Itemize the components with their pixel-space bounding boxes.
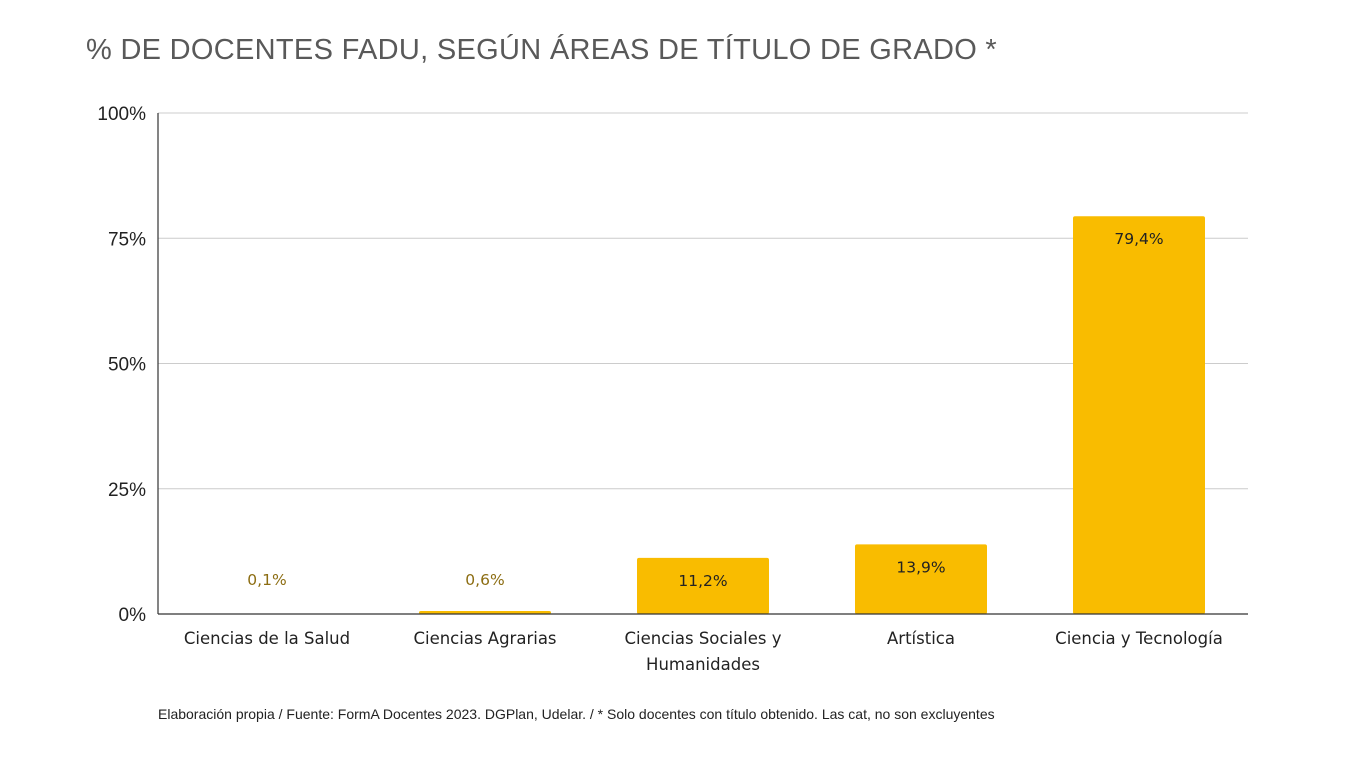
data-label-2: 11,2%: [678, 572, 727, 590]
x-axis-category-labels: Ciencias de la Salud Ciencias Agrarias Cie…: [184, 629, 1223, 674]
source-footnote: Elaboración propia / Fuente: FormA Docen…: [158, 706, 995, 722]
y-tick-label-50: 50%: [108, 355, 146, 376]
y-tick-label-75: 75%: [108, 229, 146, 250]
axes: [157, 113, 1248, 615]
chart-title: % DE DOCENTES FADU, SEGÚN ÁREAS DE TÍTUL…: [86, 34, 998, 66]
bar-4: [1073, 216, 1205, 614]
data-label-1: 0,6%: [465, 571, 504, 589]
category-label-3-0: Artística: [887, 629, 955, 648]
bar-3: [855, 544, 987, 614]
y-tick-label-0: 0%: [119, 605, 147, 626]
y-tick-label-25: 25%: [108, 480, 146, 501]
data-label-0: 0,1%: [247, 571, 286, 589]
bars: [201, 216, 1205, 614]
y-tick-label-100: 100%: [97, 104, 146, 125]
y-axis-tick-labels: 0% 25% 50% 75% 100%: [97, 104, 146, 626]
bar-1: [419, 610, 551, 614]
bar-2: [637, 557, 769, 614]
category-label-2-0: Ciencias Sociales y: [625, 629, 782, 648]
category-label-4-0: Ciencia y Tecnología: [1055, 629, 1223, 648]
category-label-1-0: Ciencias Agrarias: [413, 629, 556, 648]
category-label-0-0: Ciencias de la Salud: [184, 629, 350, 648]
data-labels: 0,1% 0,6% 11,2% 13,9% 79,4%: [247, 230, 1163, 590]
gridlines: [158, 112, 1248, 490]
data-label-3: 13,9%: [896, 558, 945, 576]
data-label-4: 79,4%: [1114, 230, 1163, 248]
category-label-2-1: Humanidades: [646, 655, 760, 674]
